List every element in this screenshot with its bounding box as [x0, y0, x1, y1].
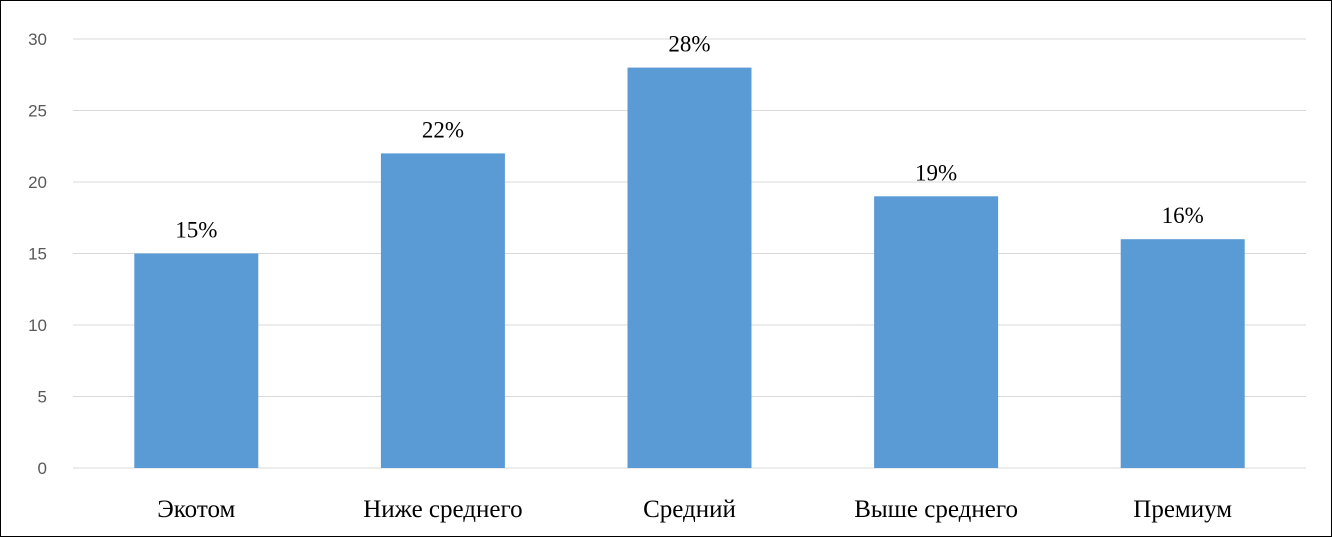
data-label: 15% [175, 218, 217, 243]
data-label: 16% [1162, 203, 1204, 228]
y-tick-label: 15 [28, 245, 47, 264]
bar-1 [380, 153, 505, 468]
x-tick-label: Ниже среднего [363, 496, 522, 523]
x-tick-label: Экотом [157, 496, 235, 523]
y-tick-label: 30 [28, 30, 47, 49]
bar-3 [874, 196, 999, 469]
y-tick-label: 0 [38, 459, 47, 478]
x-tick-label: Средний [643, 496, 736, 523]
data-label: 28% [668, 32, 710, 57]
y-tick-label: 20 [28, 173, 47, 192]
bar-0 [134, 253, 259, 468]
bar-2 [627, 67, 752, 468]
data-label: 19% [915, 160, 957, 185]
y-tick-label: 5 [38, 388, 47, 407]
x-tick-label: Выше среднего [854, 496, 1018, 523]
data-label: 22% [422, 117, 464, 142]
y-tick-label: 10 [28, 316, 47, 335]
y-tick-label: 25 [28, 102, 47, 121]
x-tick-label: Премиум [1133, 496, 1232, 523]
bar-4 [1120, 239, 1245, 468]
